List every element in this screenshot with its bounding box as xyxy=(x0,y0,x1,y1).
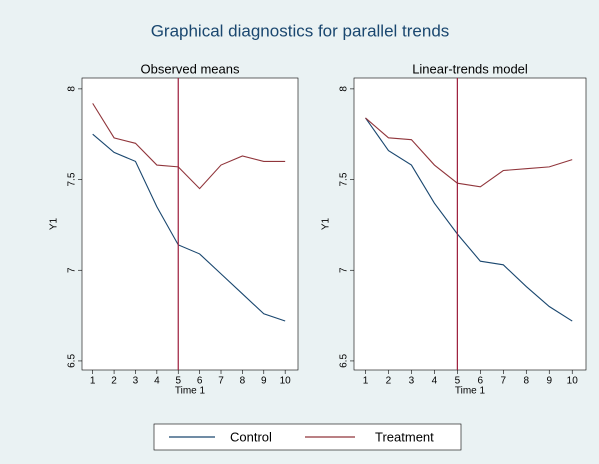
x-axis-label: Time 1 xyxy=(175,386,206,397)
y-tick-label: 7.5 xyxy=(67,172,78,186)
y-tick-label: 7.5 xyxy=(339,172,350,186)
x-tick-label: 7 xyxy=(501,376,507,387)
y-tick-label: 7 xyxy=(339,267,350,273)
series-line xyxy=(92,103,286,190)
y-tick-label: 8 xyxy=(339,86,350,92)
y-tick-label: 6.5 xyxy=(339,354,350,368)
legend-label: Control xyxy=(230,429,272,444)
x-tick-label: 6 xyxy=(197,376,203,387)
x-tick-label: 2 xyxy=(111,376,117,387)
x-tick-label: 6 xyxy=(478,376,484,387)
series-line xyxy=(365,117,573,322)
x-tick-label: 10 xyxy=(280,376,292,387)
x-tick-label: 1 xyxy=(90,376,96,387)
series-line xyxy=(365,117,573,188)
x-tick-label: 4 xyxy=(432,376,438,387)
x-tick-label: 5 xyxy=(455,376,461,387)
x-tick-label: 2 xyxy=(386,376,392,387)
series-line xyxy=(92,133,286,322)
x-tick-label: 8 xyxy=(240,376,246,387)
panel-title: Observed means xyxy=(141,61,240,76)
plot-area xyxy=(353,77,587,371)
x-tick-label: 9 xyxy=(546,376,552,387)
panel-title: Linear-trends model xyxy=(412,61,528,76)
x-axis-label: Time 1 xyxy=(455,386,486,397)
x-tick-label: 3 xyxy=(133,376,139,387)
x-tick-label: 9 xyxy=(261,376,267,387)
x-tick-label: 5 xyxy=(175,376,181,387)
x-tick-label: 7 xyxy=(218,376,224,387)
x-tick-label: 3 xyxy=(409,376,415,387)
y-axis-label: Y1 xyxy=(321,217,332,230)
y-tick-label: 6.5 xyxy=(67,354,78,368)
y-tick-label: 8 xyxy=(67,86,78,92)
y-tick-label: 7 xyxy=(67,267,78,273)
chart-title: Graphical diagnostics for parallel trend… xyxy=(151,21,450,40)
x-tick-label: 10 xyxy=(567,376,579,387)
x-tick-label: 8 xyxy=(523,376,529,387)
legend-label: Treatment xyxy=(375,429,434,444)
x-tick-label: 4 xyxy=(154,376,160,387)
x-tick-label: 1 xyxy=(363,376,369,387)
y-axis-label: Y1 xyxy=(49,217,60,230)
plot-area xyxy=(81,77,299,371)
